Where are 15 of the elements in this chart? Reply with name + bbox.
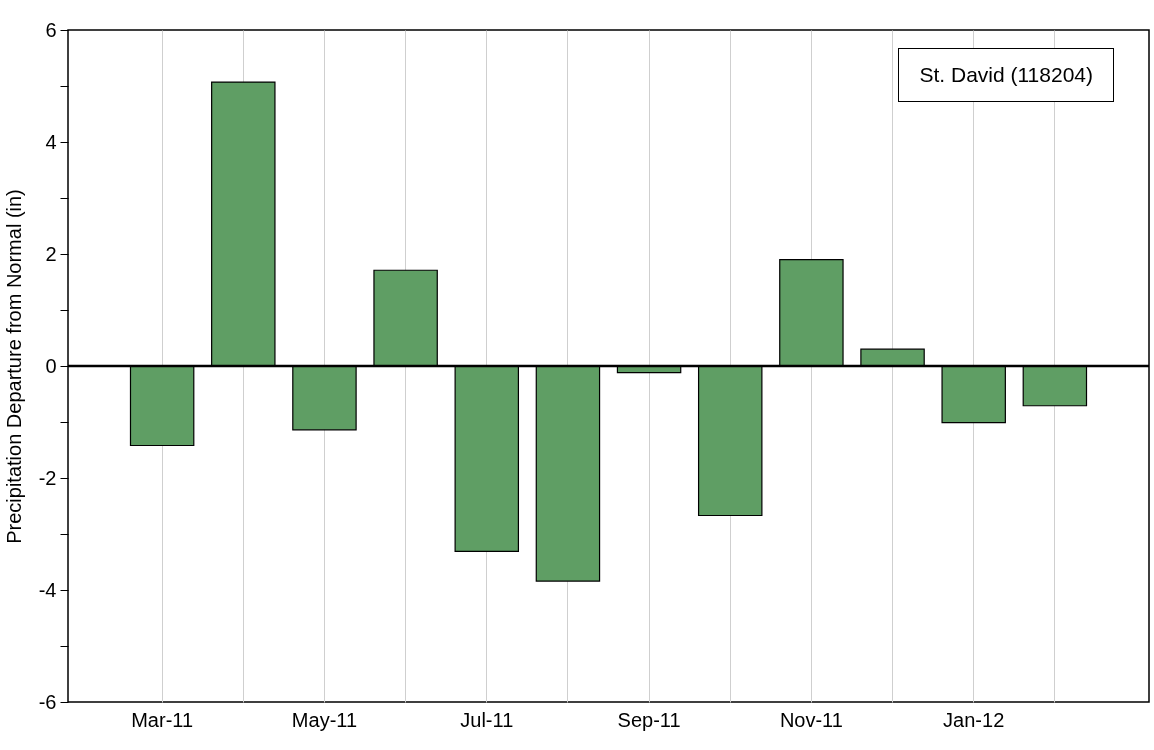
y-tick-label: -6 bbox=[38, 690, 57, 713]
x-tick-label: Jan-12 bbox=[943, 708, 1005, 731]
y-tick-label: 4 bbox=[45, 130, 57, 153]
x-tick-label: Mar-11 bbox=[131, 708, 194, 731]
annotation: St. David (118204) bbox=[898, 48, 1114, 102]
y-tick-label: -4 bbox=[38, 578, 57, 601]
x-tick-label: Jul-11 bbox=[460, 708, 514, 731]
y-tick-label: 0 bbox=[45, 354, 57, 377]
x-tick-label: Nov-11 bbox=[779, 708, 843, 731]
x-tick-label: Sep-11 bbox=[617, 708, 681, 731]
y-axis-title: Precipitation Departure from Normal (in) bbox=[2, 189, 25, 544]
y-tick-label: 6 bbox=[45, 18, 57, 41]
y-tick-label: 2 bbox=[45, 242, 57, 265]
y-tick-label: -2 bbox=[38, 466, 57, 489]
x-tick-label: May-11 bbox=[291, 708, 358, 731]
